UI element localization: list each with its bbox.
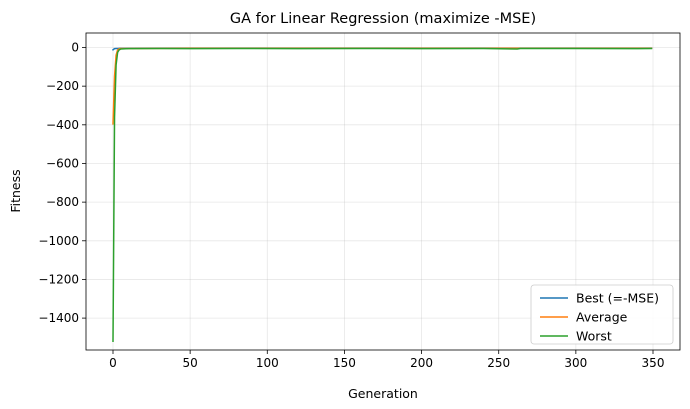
chart-title: GA for Linear Regression (maximize -MSE) [230,11,536,27]
x-tick-label: 200 [410,356,433,370]
legend-label-3: Worst [576,329,612,344]
y-tick-label: −800 [46,195,79,209]
y-axis-label: Fitness [8,169,23,212]
legend: Best (=-MSE) Average Worst [530,284,674,345]
x-tick-label: 0 [109,356,117,370]
axis-ticks: 0 50 100 150 200 250 300 350 0 −200 −400 −600 −800 −1… [38,40,664,370]
series-line-3 [112,47,653,343]
x-axis-label: Generation [348,386,418,401]
y-tick-label: −600 [46,156,79,170]
x-tick-label: 50 [183,356,198,370]
x-tick-label: 100 [256,356,279,370]
legend-box [530,284,674,345]
y-tick-label: −1400 [38,311,79,325]
y-tick-label: −1000 [38,234,79,248]
x-tick-label: 350 [642,356,665,370]
y-tick-label: −200 [46,79,79,93]
x-tick-label: 300 [564,356,587,370]
x-tick-label: 250 [487,356,510,370]
y-tick-label: −1200 [38,272,79,286]
legend-label-1: Best (=-MSE) [576,291,659,306]
grid [86,33,680,350]
x-tick-label: 150 [333,356,356,370]
plot-frame [85,32,681,351]
y-tick-label: −400 [46,118,79,132]
y-tick-label: 0 [71,40,79,54]
series-lines [111,47,653,343]
legend-label-2: Average [576,310,628,325]
